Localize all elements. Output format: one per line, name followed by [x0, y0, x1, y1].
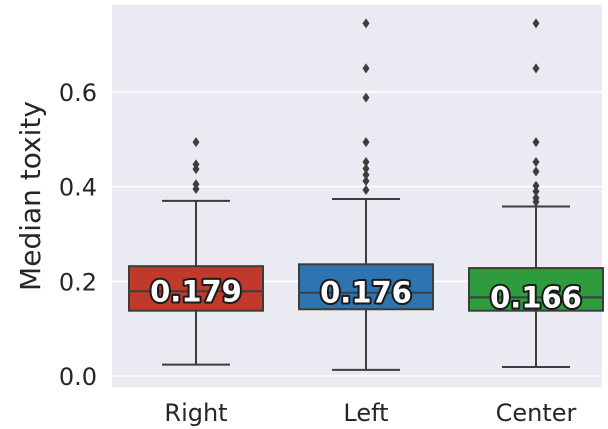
y-tick-label: 0.4: [59, 174, 97, 202]
median-value-label: 0.179: [150, 274, 242, 308]
y-axis-ticks: 0.0 0.2 0.4 0.6: [59, 79, 97, 391]
x-tick-label: Left: [343, 399, 388, 427]
y-tick-label: 0.0: [59, 363, 97, 391]
x-tick-label: Right: [164, 399, 227, 427]
median-value-label: 0.166: [490, 280, 582, 314]
y-axis-label: Median toxity: [14, 101, 47, 291]
y-tick-label: 0.6: [59, 79, 97, 107]
median-value-label: 0.176: [320, 276, 412, 310]
y-tick-label: 0.2: [59, 268, 97, 296]
x-tick-label: Center: [496, 399, 577, 427]
x-axis-ticks: Right Left Center: [164, 399, 576, 427]
plot-area: [112, 5, 602, 387]
